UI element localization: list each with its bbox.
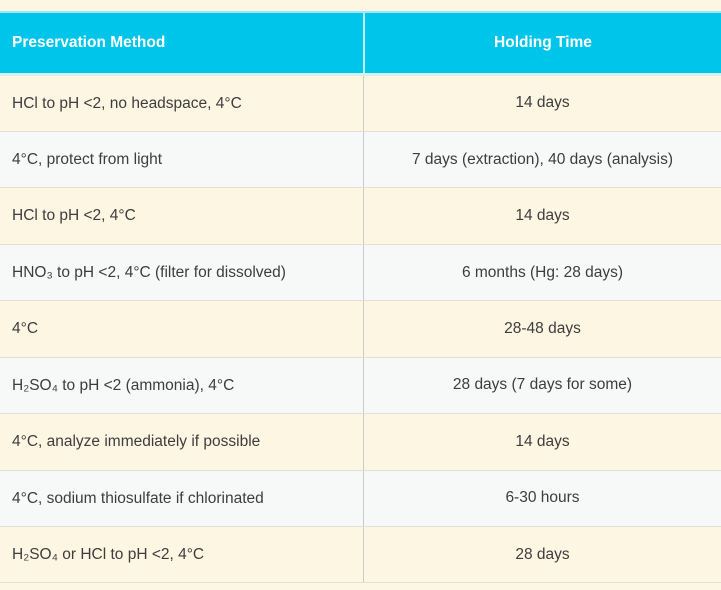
table-row: HCl to pH <2, no headspace, 4°C 14 days [0, 75, 721, 132]
holding-time-cell: 6 months (Hg: 28 days) [363, 244, 721, 301]
preservation-method-cell: 4°C, protect from light [12, 150, 163, 168]
holding-time-cell: 14 days [363, 414, 721, 470]
table-row: HNO₃ to pH <2, 4°C (filter for dissolved… [0, 244, 721, 302]
preservation-method-cell: 4°C [12, 320, 39, 338]
holding-time-cell: 14 days [363, 188, 721, 244]
holding-time-cell: 28-48 days [363, 301, 721, 357]
column-header-preservation-method: Preservation Method [12, 33, 166, 51]
holding-time-cell: 7 days (extraction), 40 days (analysis) [363, 131, 721, 188]
holding-time-cell: 6-30 hours [363, 470, 721, 526]
table-row: 4°C, protect from light 7 days (extracti… [0, 131, 721, 189]
bottom-margin-strip [0, 583, 721, 590]
table-row: H₂SO₄ or HCl to pH <2, 4°C 28 days [0, 527, 721, 584]
top-margin-strip [0, 0, 721, 11]
table-row: 4°C, analyze immediately if possible 14 … [0, 414, 721, 471]
holding-time-cell: 28 days [363, 527, 721, 583]
table-row: HCl to pH <2, 4°C 14 days [0, 188, 721, 245]
preservation-method-cell: HCl to pH <2, no headspace, 4°C [12, 94, 242, 112]
table-row: 4°C, sodium thiosulfate if chlorinated 6… [0, 470, 721, 527]
preservation-method-cell: H₂SO₄ to pH <2 (ammonia), 4°C [12, 376, 235, 394]
holding-time-cell: 28 days (7 days for some) [363, 357, 721, 414]
table-header-row: Preservation Method Holding Time [0, 11, 721, 76]
column-header-holding-time: Holding Time [363, 13, 721, 73]
preservation-method-cell: 4°C, analyze immediately if possible [12, 433, 261, 451]
holding-time-cell: 14 days [363, 75, 721, 131]
table-row: 4°C 28-48 days [0, 301, 721, 358]
preservation-method-cell: HCl to pH <2, 4°C [12, 207, 136, 225]
table-row: H₂SO₄ to pH <2 (ammonia), 4°C 28 days (7… [0, 357, 721, 415]
preservation-method-cell: 4°C, sodium thiosulfate if chlorinated [12, 489, 264, 507]
preservation-method-cell: HNO₃ to pH <2, 4°C (filter for dissolved… [12, 263, 286, 281]
preservation-method-cell: H₂SO₄ or HCl to pH <2, 4°C [12, 546, 205, 564]
table-body: HCl to pH <2, no headspace, 4°C 14 days … [0, 75, 721, 584]
preservation-holding-table: Preservation Method Holding Time HCl to … [0, 11, 721, 584]
